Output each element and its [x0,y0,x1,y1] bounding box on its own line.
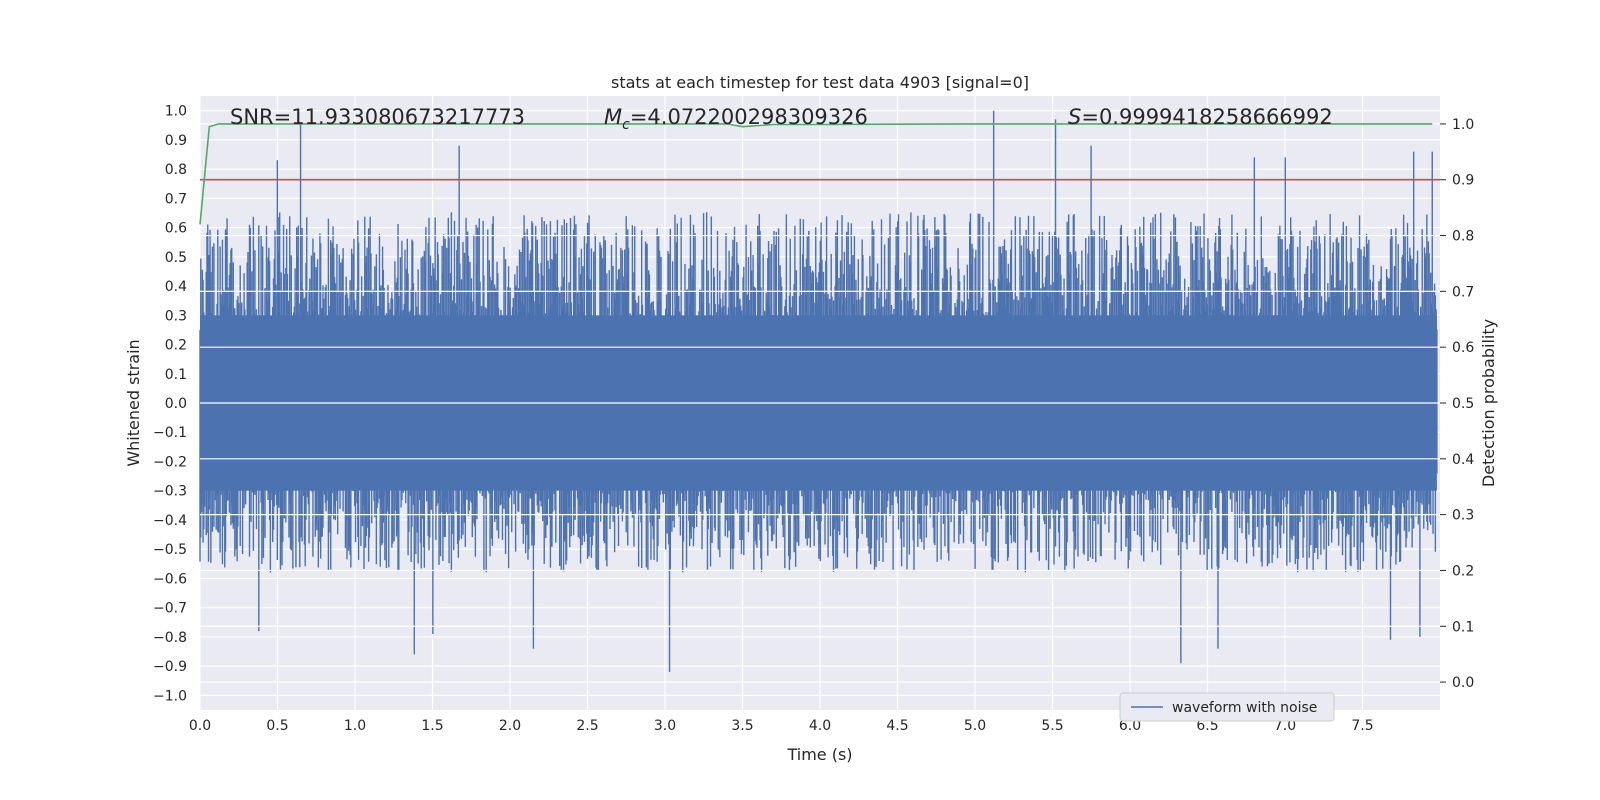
chirp-mass-annotation: Mc=4.072200298309326 [604,105,868,133]
x-tick-label: 2.0 [499,718,521,734]
x-tick-label: 7.5 [1351,718,1373,734]
x-tick-label: 2.5 [576,718,598,734]
legend-label: waveform with noise [1172,700,1317,716]
y-left-tick-label: 0.1 [165,367,187,383]
x-tick-label: 5.0 [964,718,986,734]
mc-subscript: c [622,117,630,133]
x-tick-label: 0.5 [266,718,288,734]
y-left-tick-label: −1.0 [153,688,187,704]
mc-value: =4.072200298309326 [630,105,868,129]
y-left-tick-label: −0.1 [153,425,187,441]
y-left-tick-label: 0.5 [165,250,187,266]
probability-series [199,123,1440,225]
y-left-tick-label: 0.4 [165,279,187,295]
x-tick-label: 7.0 [1274,718,1296,734]
y-left-tick-label: 0.6 [165,221,187,237]
y-left-tick-label: −0.6 [153,571,187,587]
y-left-tick-label: 0.0 [165,396,187,412]
x-tick-label: 4.5 [886,718,908,734]
y-left-tick-label: −0.8 [153,630,187,646]
y-right-tick-label: 0.3 [1452,508,1474,524]
x-tick-label: 5.5 [1041,718,1063,734]
tick-labels: 0.0 0.5 1.0 1.5 2.0 2.5 3.0 3.5 4.0 4.5 5.0 5.5 6.0 6… [153,104,1474,734]
y-right-tick-label: 0.7 [1452,284,1474,300]
y-left-tick-label: 0.8 [165,162,187,178]
legend-box [1119,692,1335,722]
x-tick-label: 1.5 [421,718,443,734]
s-annotation: S=0.9999418258666992 [1068,105,1333,129]
y-left-tick-label: 0.3 [165,308,187,324]
y-left-tick-label: 0.7 [165,191,187,207]
x-tick-label: 3.5 [731,718,753,734]
x-axis-label: Time (s) [786,745,852,764]
y-axis-left-label: Whitened strain [124,339,143,466]
y-right-tick-label: 0.9 [1452,173,1474,189]
x-tick-label: 1.0 [344,718,366,734]
x-tick-label: 3.0 [654,718,676,734]
mc-symbol: M [604,105,622,129]
y-right-tick-label: 1.0 [1452,117,1474,133]
s-value: =0.9999418258666992 [1081,105,1332,129]
x-tick-label: 4.0 [809,718,831,734]
y-right-tick-label: 0.2 [1452,563,1474,579]
chart-title: stats at each timestep for test data 490… [611,73,1029,92]
y-right-tick-label: 0.4 [1452,452,1474,468]
y-right-tick-label: 0.8 [1452,229,1474,245]
legend: waveform with noise [1119,692,1335,722]
y-axis-right-label: Detection probability [1479,319,1498,487]
y-left-tick-label: −0.3 [153,484,187,500]
snr-annotation: SNR=11.933080673217773 [230,105,525,129]
y-right-tick-label: 0.1 [1452,619,1474,635]
y-left-tick-label: 0.2 [165,338,187,354]
y-right-tick-label: 0.6 [1452,340,1474,356]
y-left-tick-label: −0.4 [153,513,187,529]
detection-probability-line [199,123,1433,225]
y-left-tick-label: −0.5 [153,542,187,558]
x-tick-label: 6.5 [1196,718,1218,734]
y-left-tick-label: 1.0 [165,104,187,120]
y-left-tick-label: −0.2 [153,454,187,470]
s-symbol: S [1068,105,1081,129]
y-right-tick-label: 0.5 [1452,396,1474,412]
waveform-path [199,110,1438,672]
y-left-tick-label: −0.9 [153,659,187,675]
x-tick-label: 0.0 [189,718,211,734]
y-right-tick-label: 0.0 [1452,675,1474,691]
y-left-tick-label: 0.9 [165,133,187,149]
y-left-tick-label: −0.7 [153,601,187,617]
x-tick-label: 6.0 [1119,718,1141,734]
